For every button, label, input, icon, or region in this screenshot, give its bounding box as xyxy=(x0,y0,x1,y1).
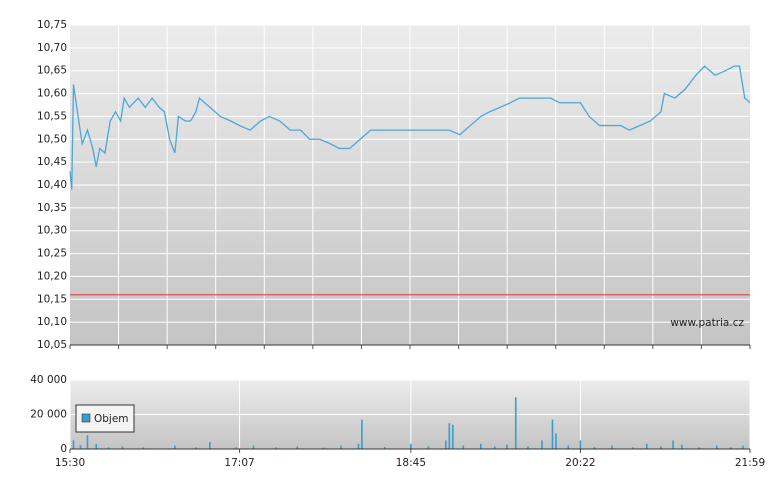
y-tick-label: 10,65 xyxy=(37,65,67,77)
volume-bar xyxy=(448,423,451,449)
y-tick-label: 10,10 xyxy=(37,316,67,328)
volume-bar xyxy=(493,446,496,449)
volume-bar xyxy=(632,447,634,449)
volume-bar xyxy=(698,447,701,449)
y-tick-label: 20 000 xyxy=(30,409,67,421)
volume-bar xyxy=(383,446,386,449)
y-tick-label: 10,05 xyxy=(37,339,67,351)
y-tick-label: 40 000 xyxy=(30,374,67,386)
volume-bar xyxy=(479,443,482,449)
y-tick-label: 10,75 xyxy=(37,19,67,31)
volume-bar xyxy=(611,445,613,449)
volume-bar xyxy=(410,443,412,449)
volume-bar xyxy=(593,446,596,449)
x-tick-label: 20:22 xyxy=(565,457,595,469)
volume-bar xyxy=(107,447,110,449)
volume-bar xyxy=(252,445,255,449)
y-tick-label: 10,30 xyxy=(37,225,67,237)
volume-bar xyxy=(296,446,299,449)
volume-bar xyxy=(462,445,465,449)
volume-bar xyxy=(427,446,430,449)
volume-bar xyxy=(445,440,447,449)
y-tick-label: 10,35 xyxy=(37,202,67,214)
x-tick-label: 15:30 xyxy=(55,457,85,469)
legend-swatch xyxy=(81,413,91,423)
volume-bar xyxy=(235,447,237,449)
volume-bar xyxy=(209,442,211,449)
y-tick-label: 10,55 xyxy=(37,110,67,122)
y-tick-label: 10,45 xyxy=(37,156,67,168)
volume-bar xyxy=(452,424,454,449)
volume-bar xyxy=(555,433,557,449)
volume-bar xyxy=(541,440,543,449)
volume-bar xyxy=(646,443,648,449)
y-tick-label: 10,60 xyxy=(37,88,67,100)
volume-bar xyxy=(672,440,674,449)
volume-bar xyxy=(742,445,744,449)
volume-bar xyxy=(579,440,582,449)
volume-bar xyxy=(660,446,662,449)
legend-label: Objem xyxy=(94,413,129,425)
volume-bar xyxy=(506,444,508,449)
volume-bar xyxy=(121,446,124,449)
volume-bar xyxy=(79,445,82,449)
volume-bar xyxy=(322,447,325,449)
price-line xyxy=(69,65,751,190)
y-tick-label: 10,20 xyxy=(37,270,67,282)
volume-bar xyxy=(95,443,98,449)
volume-bar xyxy=(715,445,718,449)
x-tick-label: 21:59 xyxy=(735,457,765,469)
watermark: www.patria.cz xyxy=(670,317,744,329)
y-tick-label: 10,15 xyxy=(37,293,67,305)
x-tick-label: 18:45 xyxy=(396,457,426,469)
y-tick-label: 10,40 xyxy=(37,179,67,191)
y-tick-label: 10,50 xyxy=(37,133,67,145)
y-tick-label: 0 xyxy=(60,443,67,455)
volume-bar xyxy=(514,397,517,449)
x-tick-label: 17:07 xyxy=(224,457,254,469)
volume-bar xyxy=(527,446,529,449)
volume-bar xyxy=(174,445,176,449)
volume-bar xyxy=(567,445,570,449)
y-tick-label: 10,70 xyxy=(37,42,67,54)
volume-bar xyxy=(729,447,732,449)
volume-bar xyxy=(142,447,145,449)
volume-bar xyxy=(72,440,75,449)
volume-bar xyxy=(195,447,197,449)
y-tick-label: 10,25 xyxy=(37,248,67,260)
volume-bar xyxy=(340,445,342,449)
volume-bar xyxy=(86,435,89,449)
volume-bar xyxy=(361,419,363,449)
volume-bar xyxy=(357,443,360,449)
volume-bar xyxy=(681,444,683,449)
volume-bar xyxy=(551,419,554,449)
volume-bar xyxy=(275,447,278,449)
